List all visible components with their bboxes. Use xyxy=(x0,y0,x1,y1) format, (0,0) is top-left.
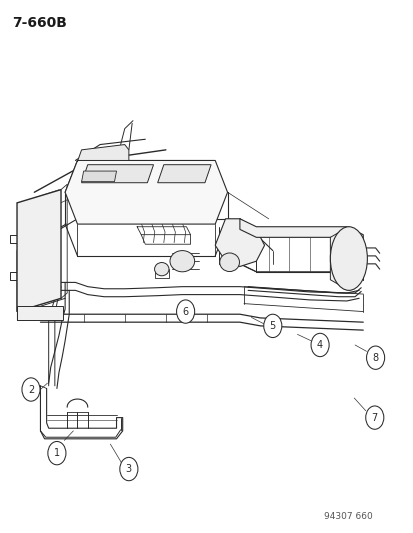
Polygon shape xyxy=(215,219,264,266)
Text: 4: 4 xyxy=(316,340,323,350)
Text: 6: 6 xyxy=(182,306,188,317)
Circle shape xyxy=(119,457,138,481)
Text: 1: 1 xyxy=(54,448,60,458)
Ellipse shape xyxy=(154,263,169,276)
Ellipse shape xyxy=(170,251,194,272)
Polygon shape xyxy=(65,160,227,224)
Polygon shape xyxy=(81,171,116,182)
Text: 2: 2 xyxy=(28,384,34,394)
Circle shape xyxy=(310,333,328,357)
Circle shape xyxy=(263,314,281,337)
Circle shape xyxy=(48,441,66,465)
Polygon shape xyxy=(17,306,63,319)
Polygon shape xyxy=(157,165,211,183)
Text: 8: 8 xyxy=(372,353,378,362)
Polygon shape xyxy=(330,227,348,290)
Text: 3: 3 xyxy=(126,464,132,474)
Polygon shape xyxy=(17,190,61,312)
Ellipse shape xyxy=(219,253,239,271)
Circle shape xyxy=(22,378,40,401)
Ellipse shape xyxy=(330,227,366,290)
Polygon shape xyxy=(81,165,153,183)
Text: 7: 7 xyxy=(371,413,377,423)
Text: 7-660B: 7-660B xyxy=(12,16,66,30)
Circle shape xyxy=(366,346,384,369)
Text: 94307 660: 94307 660 xyxy=(324,512,373,521)
Circle shape xyxy=(176,300,194,323)
Polygon shape xyxy=(239,219,362,245)
Circle shape xyxy=(365,406,383,429)
Polygon shape xyxy=(77,144,128,161)
Text: 5: 5 xyxy=(269,321,275,331)
